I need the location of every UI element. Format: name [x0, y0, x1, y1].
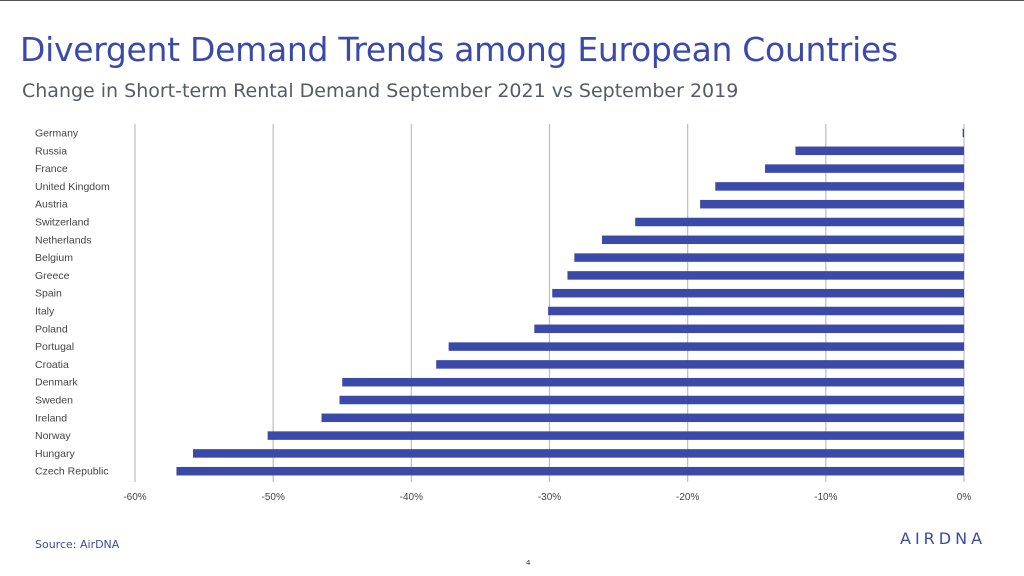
page-number: 4 [526, 559, 531, 567]
airdna-logo: AIRDNA [900, 529, 987, 548]
bar [176, 466, 964, 476]
x-tick-label: -20% [676, 492, 699, 503]
x-tick-label: -40% [400, 492, 423, 503]
bar [700, 199, 964, 209]
bars [176, 128, 965, 476]
category-label: France [35, 163, 68, 175]
category-label: Czech Republic [35, 466, 109, 478]
category-label: Croatia [35, 359, 69, 371]
bar [267, 431, 964, 440]
category-label: Russia [35, 145, 67, 157]
slide-subtitle: Change in Short-term Rental Demand Septe… [22, 80, 739, 102]
x-tick-label: -10% [814, 492, 837, 503]
x-tick-label: -30% [538, 492, 561, 503]
bar [795, 146, 964, 156]
category-label: Netherlands [35, 234, 92, 246]
gridlines [134, 124, 965, 482]
bar [321, 413, 964, 423]
bar [548, 306, 964, 316]
bar [342, 377, 964, 387]
x-tick-label: -60% [123, 492, 146, 503]
bar [534, 324, 964, 334]
bar [765, 164, 964, 173]
category-label: Switzerland [35, 217, 89, 229]
bar [448, 342, 965, 351]
category-label: Germany [35, 128, 79, 140]
category-label: Sweden [35, 395, 73, 407]
bar [602, 235, 964, 245]
category-label: Greece [35, 270, 70, 282]
category-label: Denmark [35, 377, 78, 389]
category-label: Poland [35, 323, 68, 335]
category-label: Belgium [35, 252, 73, 264]
bar [962, 128, 964, 138]
top-rule [0, 0, 1024, 1]
bar [715, 182, 964, 191]
bar [552, 288, 964, 298]
category-label: Spain [35, 288, 62, 300]
category-labels: Germany Russia France United Kingdom Austria… [35, 128, 110, 478]
x-tick-labels: -60% -50% -40% -30% -20% -10% 0% [123, 492, 971, 503]
source-note: Source: AirDNA [35, 538, 120, 551]
x-tick-label: 0% [957, 492, 972, 503]
category-label: Italy [35, 306, 55, 318]
bar [193, 449, 964, 458]
bar [574, 253, 964, 262]
category-label: Austria [35, 199, 68, 211]
slide-title: Divergent Demand Trends among European C… [20, 30, 898, 69]
x-tick-label: -50% [261, 492, 284, 503]
category-label: Norway [35, 430, 71, 442]
bar [567, 271, 964, 280]
bar [635, 217, 964, 227]
category-label: Portugal [35, 341, 74, 353]
category-label: Ireland [35, 412, 67, 424]
bar [436, 360, 964, 369]
bar [339, 395, 964, 405]
category-label: United Kingdom [35, 181, 110, 193]
category-label: Hungary [35, 448, 75, 460]
